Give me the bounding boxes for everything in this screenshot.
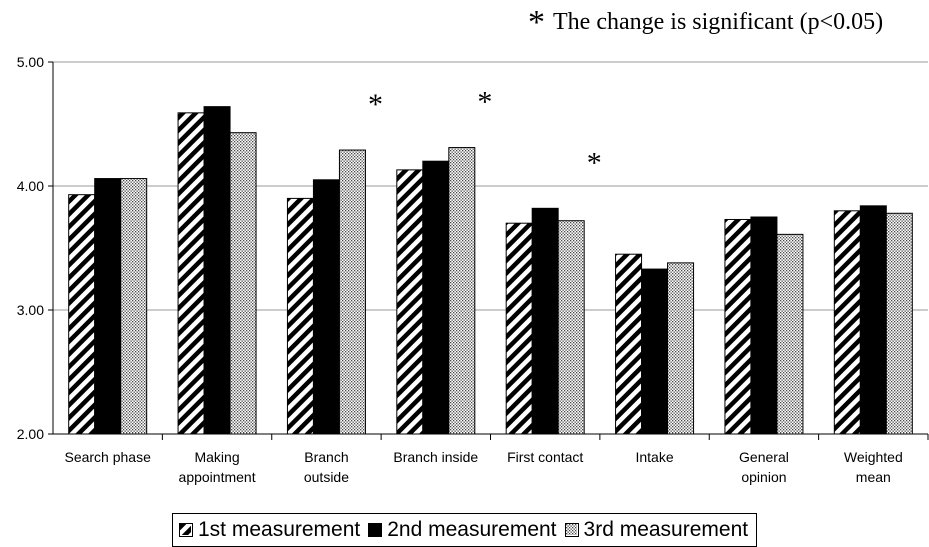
bar [641,268,669,435]
significance-star: * [368,88,383,121]
bar [312,179,340,435]
y-tick-label: 5.00 [17,54,44,70]
bar [229,132,257,435]
bar [615,253,643,435]
bars [68,106,913,435]
bar [531,207,559,435]
bar [338,149,366,435]
legend-label-2nd: 2nd measurement [387,518,557,541]
bar [859,205,887,435]
significance-star: * [587,146,602,179]
legend-item-1st: 1st measurement [179,518,360,542]
x-tick-label: Search phase [64,449,151,465]
bar [286,197,314,435]
bar [422,160,450,435]
x-tick-label: mean [856,469,891,485]
hatch-swatch-icon [179,523,193,537]
bar [203,106,231,435]
solid-swatch-icon [368,523,383,537]
x-tick-label: Weighted [844,449,903,465]
bar [396,169,424,435]
bar-chart: 2.00 3.00 4.00 5.00 Search phase Making appoin… [17,54,929,485]
x-tick-label: Making [194,449,239,465]
bar [885,212,913,435]
bar [68,194,96,435]
significance-star: * [477,86,492,119]
y-tick-label: 3.00 [17,302,44,318]
bar [557,220,585,435]
x-tick-label: appointment [179,469,256,485]
significance-star: * [528,4,545,41]
legend-label-3rd: 3rd measurement [583,518,749,541]
bar [667,262,695,435]
x-tick-label: General [739,449,789,465]
bar [505,222,533,435]
y-tick-label: 2.00 [17,426,44,442]
legend-item-3rd: 3rd measurement [564,518,749,542]
y-tick-label: 4.00 [17,178,44,194]
bar [120,178,148,435]
axes [48,61,929,440]
x-tick-label: First contact [507,449,583,465]
legend: 1st measurement 2nd measurement 3rd meas… [172,513,758,547]
bar [776,233,804,435]
dots-swatch-icon [564,523,579,537]
bar [94,178,122,435]
bar [448,147,476,435]
x-tick-label: outside [304,469,349,485]
x-tick-label: Intake [635,449,673,465]
significance-note: * The change is significant (p<0.05) [528,4,883,42]
labels: 2.00 3.00 4.00 5.00 Search phase Making appoin… [17,54,903,485]
legend-item-2nd: 2nd measurement [368,518,557,542]
legend-label-1st: 1st measurement [198,518,361,541]
x-tick-label: opinion [741,469,786,485]
bar [833,210,861,435]
bar [750,216,778,435]
x-tick-label: Branch [304,449,348,465]
x-tick-label: Branch inside [393,449,478,465]
bar [724,218,752,435]
bar [177,112,205,435]
significance-note-text: The change is significant (p<0.05) [553,9,884,35]
